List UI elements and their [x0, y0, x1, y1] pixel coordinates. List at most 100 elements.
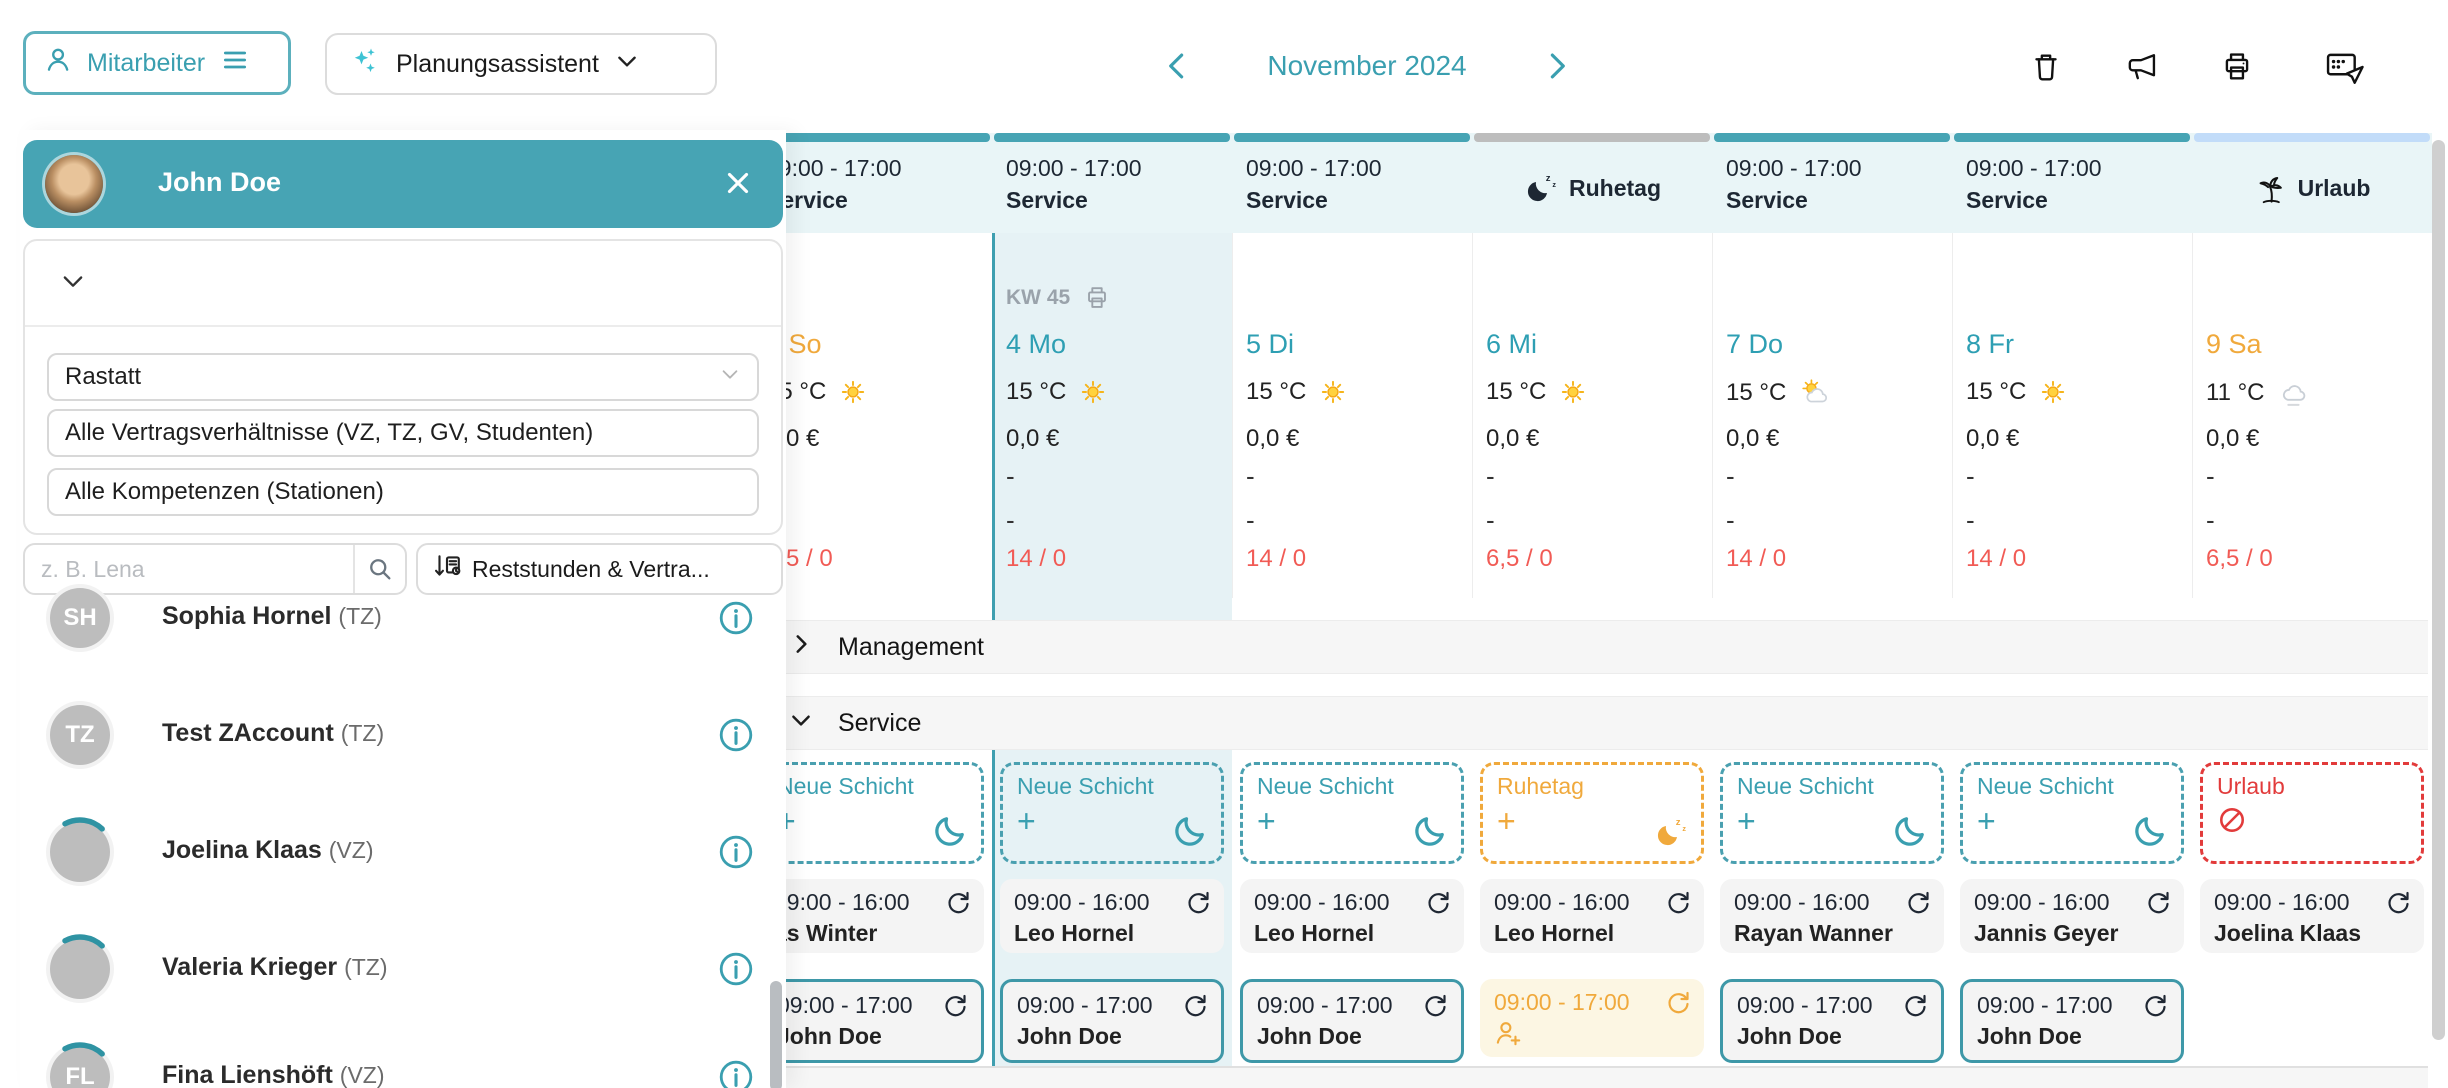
shift-time: 09:00 - 16:00: [1974, 888, 2110, 915]
shift-card[interactable]: 09:00 - 16:00 as Winter: [760, 879, 984, 953]
day-header[interactable]: 09:00 - 17:00 Service: [752, 133, 992, 233]
location-value: Rastatt: [65, 363, 142, 390]
megaphone-icon[interactable]: [2118, 44, 2164, 90]
shift-card[interactable]: 09:00 - 17:00 John Doe: [760, 979, 984, 1063]
trash-icon[interactable]: [2023, 44, 2069, 90]
list-item[interactable]: Valeria Krieger (TZ): [26, 927, 780, 1027]
day-header[interactable]: Urlaub: [2192, 133, 2432, 233]
divider: [752, 1066, 2428, 1068]
revenue-value: 0,0 €: [1246, 425, 1300, 452]
refresh-icon: [1185, 994, 1206, 1017]
employees-button[interactable]: Mitarbeiter: [23, 31, 291, 95]
shift-card[interactable]: 09:00 - 16:00 Leo Hornel: [1240, 879, 1464, 953]
refresh-icon: [2388, 891, 2409, 914]
plus-icon: +: [1017, 803, 1036, 839]
day-status-bar: [994, 133, 1230, 142]
shift-card[interactable]: 09:00 - 16:00 Leo Hornel: [1000, 879, 1224, 953]
day-label[interactable]: 6 Mi: [1486, 329, 1538, 359]
cloud-icon: [2282, 385, 2305, 406]
day-header[interactable]: 09:00 - 17:00 Service: [1232, 133, 1472, 233]
info-icon[interactable]: [718, 951, 754, 992]
list-item[interactable]: FL Fina Lienshöft (VZ): [26, 1035, 780, 1088]
day-header[interactable]: z z Ruhetag: [1472, 133, 1712, 233]
day-header-type: Service: [1966, 187, 2048, 213]
selected-employee-card[interactable]: John Doe: [23, 140, 783, 228]
contract-type: (VZ): [328, 837, 374, 863]
new-shift-card[interactable]: Neue Schicht +: [760, 762, 984, 864]
shift-time: 09:00 - 16:00: [1014, 888, 1150, 915]
day-header[interactable]: 09:00 - 17:00 Service: [1952, 133, 2192, 233]
day-label[interactable]: 4 Mo: [1006, 329, 1067, 359]
search-icon[interactable]: [353, 545, 405, 593]
panel-scrollbar[interactable]: [770, 981, 782, 1088]
shift-card[interactable]: 09:00 - 16:00 Rayan Wanner: [1720, 879, 1944, 953]
planning-assistant-button[interactable]: Planungsassistent: [325, 33, 717, 95]
day-header-time: 09:00 - 17:00: [1006, 155, 1142, 181]
shift-employee: Leo Hornel: [1494, 920, 1615, 946]
shift-card[interactable]: 09:00 - 16:00 Leo Hornel: [1480, 879, 1704, 953]
week-badge[interactable]: KW 45: [1006, 283, 1112, 313]
plus-icon: +: [1737, 803, 1756, 839]
sort-button[interactable]: Reststunden & Vertra...: [416, 543, 783, 595]
section-management[interactable]: Management: [752, 620, 2428, 674]
shift-card[interactable]: 09:00 - 16:00 Joelina Klaas: [2200, 879, 2424, 953]
day-status-bar: [754, 133, 990, 142]
refresh-icon: [1425, 994, 1446, 1017]
new-shift-card[interactable]: Neue Schicht +: [1960, 762, 2184, 864]
filter-card: Rastatt Alle Vertragsverhältnisse (VZ, T…: [23, 239, 783, 535]
shift-card[interactable]: 09:00 - 17:00: [1480, 979, 1704, 1057]
info-icon[interactable]: [718, 1059, 754, 1088]
vertical-scrollbar[interactable]: [2432, 140, 2445, 1040]
printer-icon[interactable]: [2214, 44, 2260, 90]
list-item[interactable]: TZ Test ZAccount (TZ): [26, 693, 780, 793]
progress-arc: [45, 817, 115, 887]
info-icon[interactable]: [718, 717, 754, 758]
new-shift-card[interactable]: Ruhetag + z z: [1480, 762, 1704, 864]
day-header[interactable]: 09:00 - 17:00 Service: [1712, 133, 1952, 233]
list-item[interactable]: Joelina Klaas (VZ): [26, 810, 780, 910]
shift-card[interactable]: 09:00 - 17:00 John Doe: [1960, 979, 2184, 1063]
stat-dash: -: [1486, 505, 1495, 535]
day-status-bar: [2194, 133, 2430, 142]
shift-card[interactable]: 09:00 - 17:00 John Doe: [1720, 979, 1944, 1063]
day-label[interactable]: 8 Fr: [1966, 329, 2015, 359]
day-label[interactable]: 7 Do: [1726, 329, 1784, 359]
day-header[interactable]: 09:00 - 17:00 Service: [992, 133, 1232, 233]
shift-card[interactable]: 09:00 - 17:00 John Doe: [1000, 979, 1224, 1063]
day-header-type: Service: [1246, 187, 1328, 213]
refresh-icon: [2145, 994, 2166, 1017]
competences-select[interactable]: Alle Kompetenzen (Stationen): [47, 468, 759, 516]
new-shift-card[interactable]: Neue Schicht +: [1000, 762, 1224, 864]
employee-name: Joelina Klaas (VZ): [162, 836, 374, 864]
shift-card[interactable]: 09:00 - 16:00 Jannis Geyer: [1960, 879, 2184, 953]
new-shift-card[interactable]: Urlaub: [2200, 762, 2424, 864]
new-shift-card[interactable]: Neue Schicht +: [1720, 762, 1944, 864]
new-shift-card[interactable]: Neue Schicht +: [1240, 762, 1464, 864]
stat-dash: -: [1966, 505, 1975, 535]
contracts-select[interactable]: Alle Vertragsverhältnisse (VZ, TZ, GV, S…: [47, 409, 759, 457]
list-item[interactable]: SH Sophia Hornel (TZ): [26, 576, 780, 676]
sort-button-label: Reststunden & Vertra...: [472, 555, 710, 582]
stat-dash: -: [2206, 461, 2215, 491]
chevron-down-icon[interactable]: [59, 267, 87, 298]
month-label[interactable]: November 2024: [1267, 50, 1467, 81]
location-select[interactable]: Rastatt: [47, 353, 759, 401]
section-service[interactable]: Service: [752, 696, 2428, 750]
close-icon[interactable]: [721, 166, 755, 203]
search-input[interactable]: [25, 545, 353, 593]
shift-card[interactable]: 09:00 - 17:00 John Doe: [1240, 979, 1464, 1063]
info-icon[interactable]: [718, 834, 754, 875]
info-icon[interactable]: [718, 600, 754, 641]
previous-month-button[interactable]: [1158, 46, 1198, 86]
progress-arc: [45, 934, 115, 1004]
day-label[interactable]: 9 Sa: [2206, 329, 2262, 359]
person-plus-icon: [1496, 1022, 1521, 1046]
next-month-button[interactable]: [1536, 46, 1576, 86]
contract-type: (VZ): [339, 1062, 385, 1088]
divider: [1232, 233, 1233, 598]
day-label[interactable]: 5 Di: [1246, 329, 1295, 359]
divider: [2192, 233, 2193, 598]
publish-icon[interactable]: [2322, 44, 2368, 90]
